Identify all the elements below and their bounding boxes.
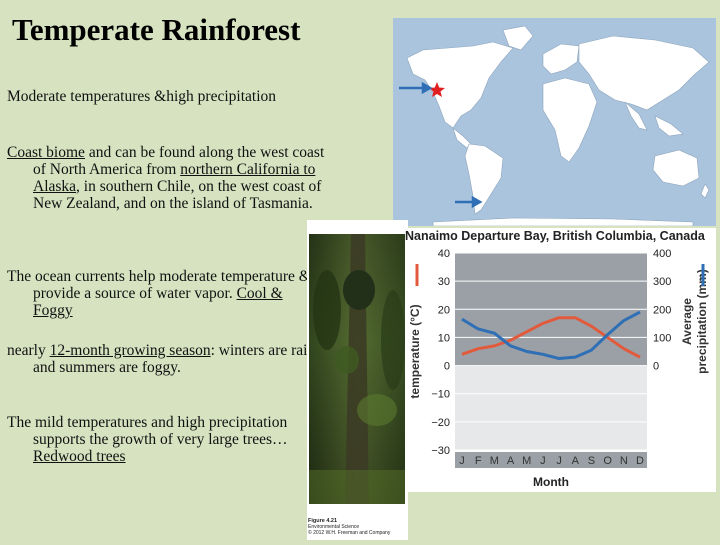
month-tick-label: A (507, 455, 515, 467)
chart-title: Nanaimo Departure Bay, British Columbia,… (405, 229, 705, 243)
paragraph-growing-text-1: nearly (7, 342, 50, 359)
left-axis-label: temperature (°C) (408, 304, 422, 398)
world-map-graphic (399, 25, 710, 227)
paragraph-location-text-2: , in southern Chile, on the west coast o… (33, 178, 322, 212)
right-tick-label: 200 (653, 304, 671, 316)
below-zero-band (455, 365, 647, 450)
precipitation-line (461, 310, 641, 361)
right-tick-label: 0 (653, 361, 659, 373)
left-tick-label: 10 (438, 332, 450, 344)
month-tick-label: M (522, 455, 531, 467)
paragraph-growing-text-2: : winters are rainy and summers are fogg… (33, 342, 323, 376)
month-tick-label: O (603, 455, 612, 467)
term-growing-season: 12-month growing season (49, 342, 211, 359)
paragraph-ocean-currents: The ocean currents help moderate tempera… (7, 268, 325, 319)
month-tick-label: A (572, 455, 580, 467)
caption-figure-number: Figure 4.21 (308, 518, 338, 524)
paragraph-ocean-text: The ocean currents help moderate tempera… (7, 268, 311, 302)
temperature-line (461, 316, 641, 359)
arrow-right-icon (471, 195, 483, 209)
arrow-right-icon (421, 81, 433, 95)
forest-photo-frame (307, 220, 408, 540)
left-tick-label: −30 (431, 445, 450, 457)
right-axis-label-line2: precipitation (mm) (695, 269, 709, 374)
forest-photo (309, 234, 405, 504)
right-axis-label-line1: Average (680, 298, 694, 345)
left-tick-label: −10 (431, 389, 450, 401)
month-tick-label: N (620, 455, 628, 467)
figure-caption: Figure 4.21 Environmental Science © 2012… (308, 518, 390, 536)
month-tick-label: S (588, 455, 595, 467)
slide-title: Temperate Rainforest (12, 12, 301, 47)
right-tick-label: 400 (653, 248, 671, 260)
month-tick-label: J (540, 455, 546, 467)
climate-chart: Nanaimo Departure Bay, British Columbia,… (405, 228, 716, 492)
month-tick-label: J (556, 455, 562, 467)
right-tick-label: 100 (653, 332, 671, 344)
left-tick-label: 30 (438, 276, 450, 288)
world-map (393, 18, 716, 227)
left-tick-label: −20 (431, 417, 450, 429)
left-tick-label: 40 (438, 248, 450, 260)
paragraph-growing-season: nearly 12-month growing season: winters … (7, 342, 325, 376)
paragraph-location-text-1: and can be found along the west coast of… (33, 144, 325, 178)
month-tick-label: F (475, 455, 482, 467)
month-band (455, 452, 647, 468)
month-tick-label: M (490, 455, 499, 467)
left-tick-label: 20 (438, 304, 450, 316)
paragraph-trees-text: The mild temperatures and high precipita… (7, 414, 288, 448)
caption-source: Environmental Science (308, 524, 360, 530)
paragraph-climate: Moderate temperatures &high precipitatio… (7, 88, 325, 105)
term-coast-biome: Coast biome (7, 144, 85, 161)
x-axis-label: Month (533, 475, 569, 489)
term-redwood-trees: Redwood trees (33, 448, 126, 465)
location-star-icon (429, 82, 445, 97)
term-california-alaska: northern California to Alaska (33, 161, 316, 195)
paragraph-large-trees: The mild temperatures and high precipita… (7, 414, 325, 465)
left-tick-label: 0 (444, 361, 450, 373)
right-tick-label: 300 (653, 276, 671, 288)
term-cool-foggy: Cool & Foggy (33, 285, 283, 319)
paragraph-location: Coast biome and can be found along the w… (7, 144, 325, 212)
caption-copyright: © 2012 W.H. Freeman and Company (308, 530, 391, 536)
month-tick-label: J (459, 455, 465, 467)
paragraph-climate-text: Moderate temperatures &high precipitatio… (7, 88, 277, 105)
month-tick-label: D (636, 455, 644, 467)
